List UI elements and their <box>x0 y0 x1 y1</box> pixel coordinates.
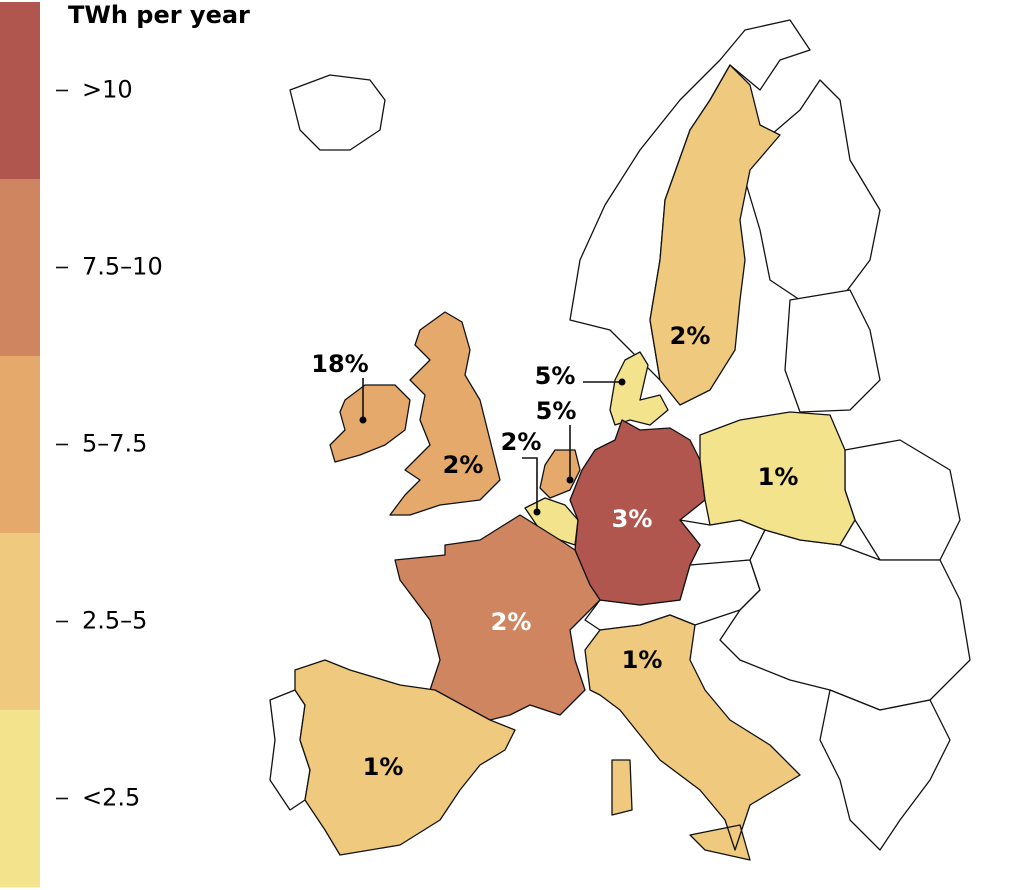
country <box>584 614 801 861</box>
legend-swatch <box>0 710 40 888</box>
country-label: 1% <box>758 463 799 491</box>
country-label: 2% <box>491 608 532 636</box>
legend-label: >10 <box>82 76 133 104</box>
country <box>744 79 881 301</box>
highlighted-countries <box>294 64 856 861</box>
country-labels: 18% 2% 5% 2% 5% 3% 2% 1% 1% 2% 1% <box>311 322 798 781</box>
country-label: 1% <box>622 646 663 674</box>
legend-swatch <box>0 356 40 534</box>
country <box>819 689 951 851</box>
legend-label: 5–7.5 <box>82 430 147 458</box>
legend-swatch <box>0 533 40 711</box>
country <box>329 384 411 463</box>
country-label: 2% <box>670 322 711 350</box>
country-label: 5% <box>535 362 576 390</box>
country-label: 2% <box>501 428 542 456</box>
legend-swatch <box>0 179 40 357</box>
country <box>289 74 386 151</box>
legend-label: <2.5 <box>82 784 140 812</box>
leader-dot <box>566 476 574 484</box>
country <box>394 514 601 721</box>
country <box>844 439 961 561</box>
legend-title: TWh per year <box>68 1 250 29</box>
leader-line <box>522 457 538 512</box>
leader-dot <box>533 508 541 516</box>
leader-dot <box>359 416 367 424</box>
background-countries <box>269 19 971 851</box>
country <box>294 659 516 856</box>
leader-dot <box>618 378 626 386</box>
country <box>609 351 669 426</box>
country-label: 3% <box>612 505 653 533</box>
legend-swatch <box>0 2 40 180</box>
country-label: 1% <box>363 753 404 781</box>
country-label: 18% <box>311 350 368 378</box>
country <box>699 411 856 546</box>
country <box>389 311 501 516</box>
legend-label: 7.5–10 <box>82 253 163 281</box>
legend: TWh per year >10 7.5–10 5–7.5 2.5–5 <2.5 <box>0 1 250 888</box>
country <box>784 289 881 413</box>
country <box>649 64 781 406</box>
leader-lines <box>359 378 626 516</box>
country <box>569 419 706 606</box>
country-label: 2% <box>443 451 484 479</box>
legend-label: 2.5–5 <box>82 607 147 635</box>
country-label: 5% <box>536 397 577 425</box>
